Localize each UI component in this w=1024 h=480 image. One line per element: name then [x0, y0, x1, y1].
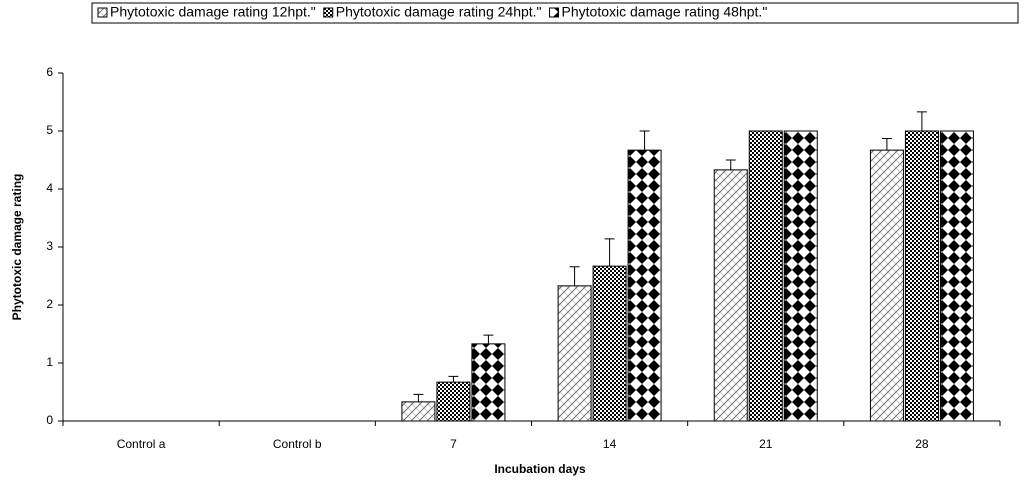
- error-bar: [569, 266, 580, 286]
- error-bar: [916, 111, 927, 131]
- legend-swatch: [549, 7, 560, 18]
- y-tick-label: 0: [46, 413, 53, 427]
- legend-label: Phytotoxic damage rating 48hpt.": [562, 4, 768, 20]
- bar: [557, 285, 592, 422]
- x-tick-label: Control a: [117, 437, 166, 451]
- bar: [783, 130, 818, 422]
- bar: [748, 130, 783, 422]
- error-bar: [639, 130, 650, 151]
- x-tick-label: 21: [759, 437, 773, 451]
- bar: [471, 343, 506, 422]
- bar: [592, 265, 627, 422]
- y-axis-title: Phytotoxic damage rating: [10, 174, 24, 321]
- legend-label: Phytotoxic damage rating 24hpt.": [336, 4, 542, 20]
- bar: [713, 169, 748, 422]
- y-tick-label: 3: [46, 239, 53, 253]
- error-bar: [604, 238, 615, 267]
- bar: [939, 130, 974, 422]
- x-tick-label: Control b: [273, 437, 322, 451]
- legend-label: Phytotoxic damage rating 12hpt.": [110, 4, 316, 20]
- y-tick-label: 5: [46, 123, 53, 137]
- x-axis-title: Incubation days: [494, 462, 586, 476]
- error-bar: [881, 138, 892, 151]
- error-bar: [448, 375, 459, 383]
- bar: [401, 401, 436, 422]
- error-bar: [413, 393, 424, 402]
- x-tick-label: 14: [603, 437, 617, 451]
- bar: [436, 381, 471, 422]
- error-bar: [725, 159, 736, 170]
- bar: [869, 149, 904, 422]
- y-tick-label: 4: [46, 181, 53, 195]
- x-tick-label: 7: [450, 437, 457, 451]
- x-tick-label: 28: [915, 437, 929, 451]
- y-tick-label: 2: [46, 297, 53, 311]
- error-bar: [483, 334, 494, 344]
- bar: [904, 130, 939, 422]
- legend-swatch: [97, 7, 108, 18]
- y-tick-label: 6: [46, 65, 53, 79]
- bar: [627, 149, 662, 422]
- legend-swatch: [323, 7, 334, 18]
- y-tick-label: 1: [46, 355, 53, 369]
